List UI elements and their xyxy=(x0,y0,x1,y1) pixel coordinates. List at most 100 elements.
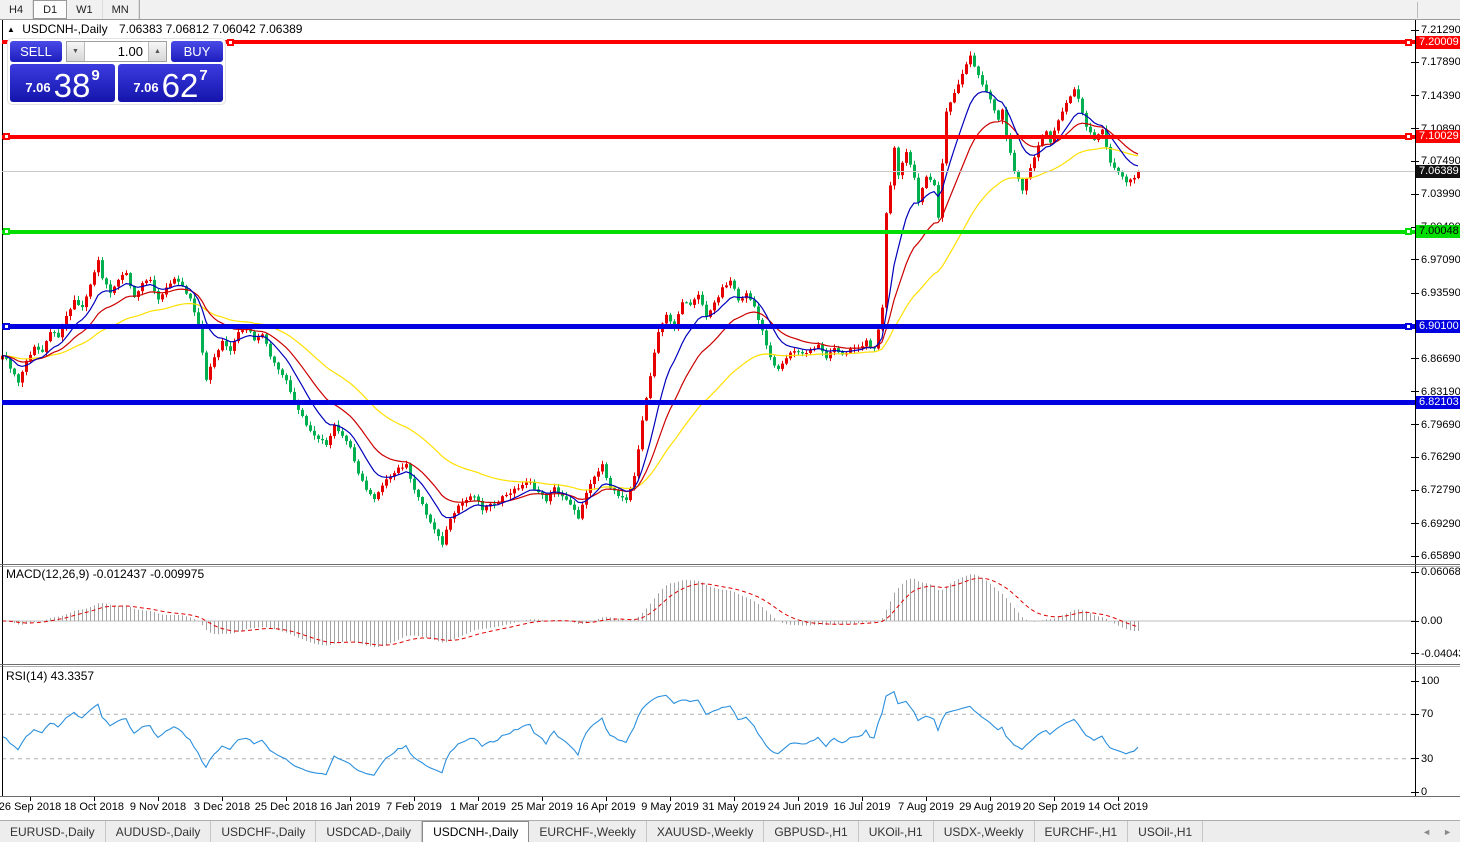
timeframe-buttons: H4 D1 W1 MN xyxy=(0,0,139,19)
tab-ukoil-h1[interactable]: UKOil-,H1 xyxy=(859,821,934,842)
macd-label: MACD(12,26,9) -0.012437 -0.009975 xyxy=(6,567,205,581)
handle-dot xyxy=(5,230,8,234)
level-handle-right-7.10029[interactable] xyxy=(1405,133,1412,141)
tab-eurchf-weekly[interactable]: EURCHF-,Weekly xyxy=(529,821,647,842)
price-tick-label: 7.14390 xyxy=(1421,89,1460,102)
tab-eurchf-h1[interactable]: EURCHF-,H1 xyxy=(1035,821,1129,842)
level-handle-left-7.20009[interactable] xyxy=(227,38,234,46)
volume-decrease-button[interactable]: ▼ xyxy=(67,42,85,61)
date-label: 16 Jul 2019 xyxy=(833,801,891,813)
price-tick xyxy=(1411,95,1419,96)
level-handle-left-6.90100[interactable] xyxy=(3,322,10,330)
tab-scroll-left-icon[interactable]: ◄ xyxy=(1422,826,1432,837)
timeframe-button-w1[interactable]: W1 xyxy=(67,0,103,19)
ma-slow-line xyxy=(1,147,1139,491)
tab-audusd-daily[interactable]: AUDUSD-,Daily xyxy=(106,821,212,842)
buy-button[interactable]: BUY xyxy=(171,41,223,62)
date-tick xyxy=(222,797,223,801)
macd-tick-label: 0.060687 xyxy=(1421,566,1460,578)
rsi-tick xyxy=(1411,791,1419,793)
tab-eurusd-daily[interactable]: EURUSD-,Daily xyxy=(0,821,106,842)
sell-button[interactable]: SELL xyxy=(10,41,62,62)
level-line-7.00048[interactable] xyxy=(2,229,1415,234)
current-price-line xyxy=(2,171,1415,173)
price-tick-label: 6.86690 xyxy=(1421,352,1460,365)
macd-histogram xyxy=(6,574,1139,648)
level-line-6.82103[interactable] xyxy=(2,399,1415,405)
date-tick xyxy=(30,797,31,801)
buy-price-display[interactable]: 7.06 62 7 xyxy=(118,64,223,102)
tab-usdcnh-daily[interactable]: USDCNH-,Daily xyxy=(422,821,530,842)
price-tick xyxy=(1411,523,1419,525)
buy-price-big: 62 xyxy=(161,67,199,104)
price-tick-label: 6.79690 xyxy=(1421,418,1460,431)
date-tick xyxy=(94,797,95,801)
sell-price-prefix: 7.06 xyxy=(25,80,51,95)
date-label: 9 May 2019 xyxy=(641,801,699,813)
buy-price-prefix: 7.06 xyxy=(133,80,159,95)
trade-panel-top-row: SELL ▼ 1.00 ▲ BUY xyxy=(10,41,223,62)
handle-dot xyxy=(1407,135,1410,139)
date-tick xyxy=(862,797,863,801)
level-handle-left-7.00048[interactable] xyxy=(3,228,10,236)
timeframe-button-h4[interactable]: H4 xyxy=(0,0,34,19)
macd-rsi-splitter[interactable] xyxy=(0,664,1460,665)
sell-price-display[interactable]: 7.06 38 9 xyxy=(10,64,115,102)
date-tick xyxy=(1118,797,1119,801)
macd-tick xyxy=(1411,571,1419,573)
tab-gbpusd-h1[interactable]: GBPUSD-,H1 xyxy=(764,821,859,842)
date-label: 9 Nov 2018 xyxy=(129,801,187,813)
level-handle-right-7.00048[interactable] xyxy=(1405,228,1412,236)
price-tick xyxy=(1411,193,1419,195)
tab-scroll-right-icon[interactable]: ► xyxy=(1443,826,1452,837)
chart-tab-bar: EURUSD-,Daily AUDUSD-,Daily USDCHF-,Daily U… xyxy=(0,820,1460,842)
level-handle-right-6.90100[interactable] xyxy=(1405,322,1412,330)
handle-dot xyxy=(1407,230,1410,234)
tab-usdcad-daily[interactable]: USDCAD-,Daily xyxy=(316,821,423,842)
date-label: 18 Oct 2018 xyxy=(64,801,124,813)
tab-xauusd-weekly[interactable]: XAUUSD-,Weekly xyxy=(647,821,765,842)
tab-usoil-h1[interactable]: USOil-,H1 xyxy=(1128,821,1204,842)
handle-dot xyxy=(5,135,8,139)
chart-symbol-period: USDCNH-,Daily xyxy=(22,22,108,36)
date-tick xyxy=(542,797,543,801)
price-tick xyxy=(1411,489,1419,491)
collapse-triangle-icon[interactable]: ▲ xyxy=(7,25,15,34)
rsi-tick-label: 70 xyxy=(1421,708,1434,721)
date-tick xyxy=(414,797,415,801)
date-label: 31 May 2019 xyxy=(702,801,766,813)
volume-increase-button[interactable]: ▲ xyxy=(148,42,166,61)
level-line-6.90100[interactable] xyxy=(2,323,1415,329)
date-tick xyxy=(478,797,479,801)
volume-input[interactable]: 1.00 xyxy=(117,44,143,59)
date-label: 29 Aug 2019 xyxy=(959,801,1021,813)
price-tick-label: 6.72790 xyxy=(1421,484,1460,497)
date-tick xyxy=(1054,797,1055,801)
rsi-line xyxy=(1,690,1139,776)
main-macd-splitter[interactable] xyxy=(0,564,1460,565)
trade-panel-price-row: 7.06 38 9 7.06 62 7 xyxy=(10,64,223,102)
tab-usdx-weekly[interactable]: USDX-,Weekly xyxy=(934,821,1035,842)
rsi-tick xyxy=(1411,713,1419,715)
date-tick xyxy=(734,797,735,801)
date-tick xyxy=(926,797,927,801)
date-tick xyxy=(670,797,671,801)
level-handle-left-7.10029[interactable] xyxy=(3,133,10,141)
tab-usdchf-daily[interactable]: USDCHF-,Daily xyxy=(211,821,317,842)
date-tick xyxy=(990,797,991,801)
price-axis-separator xyxy=(1415,20,1416,796)
level-line-7.20009[interactable] xyxy=(2,40,1415,45)
level-line-7.10029[interactable] xyxy=(2,134,1415,139)
timeframe-button-d1[interactable]: D1 xyxy=(33,0,68,19)
price-tick-label: 6.93590 xyxy=(1421,287,1460,299)
handle-dot xyxy=(1407,324,1410,328)
timeframe-button-mn[interactable]: MN xyxy=(103,0,139,19)
main-macd-splitter-shadow xyxy=(0,566,1460,567)
price-tick xyxy=(1411,160,1419,162)
macd-tick xyxy=(1411,620,1419,622)
macd-tick-label: 0.00 xyxy=(1421,615,1443,627)
level-handle-right-7.20009[interactable] xyxy=(1405,38,1412,46)
date-label: 26 Sep 2018 xyxy=(0,801,62,813)
price-tick xyxy=(1411,555,1419,557)
